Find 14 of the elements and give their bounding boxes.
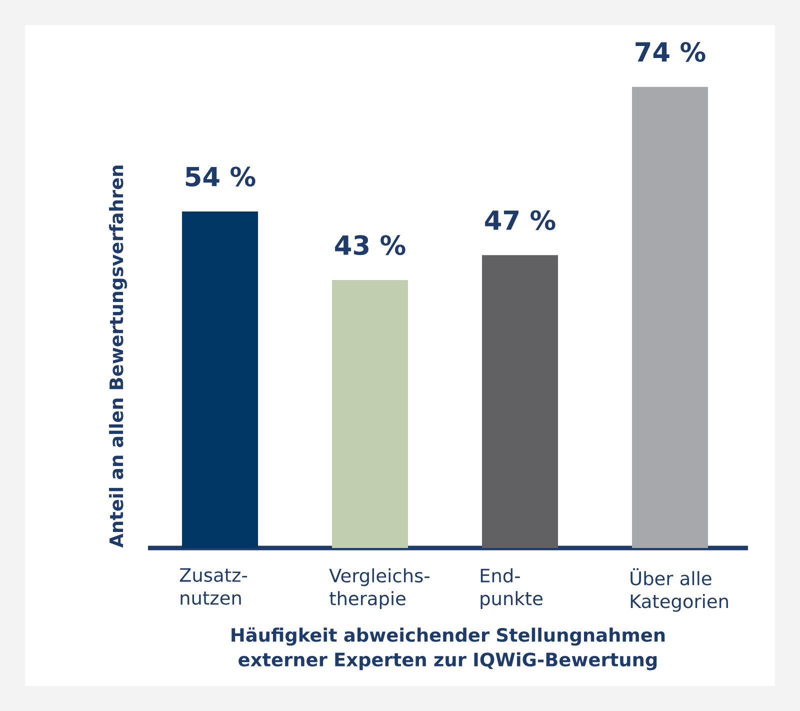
y-axis-title: Anteil an allen Bewertungsverfahren bbox=[109, 166, 127, 548]
x-tick-label: Vergleichs- therapie bbox=[329, 568, 430, 609]
bar bbox=[182, 211, 258, 548]
x-tick-label: Über alle Kategorien bbox=[630, 568, 728, 612]
data-label: 74 % bbox=[636, 42, 706, 62]
data-label: 43 % bbox=[335, 235, 406, 256]
bar bbox=[482, 255, 558, 548]
bar bbox=[632, 86, 708, 548]
x-tick-label: Zusatz- nutzen bbox=[180, 568, 248, 605]
bar bbox=[332, 280, 408, 548]
data-label: 54 % bbox=[186, 166, 256, 187]
x-axis-title: Häufigkeit abweichender Stellungnahmen externer Experten zur IQWiG-Bewertung bbox=[232, 627, 665, 670]
x-tick-label: End- punkte bbox=[480, 568, 542, 609]
data-label: 47 % bbox=[485, 210, 556, 230]
